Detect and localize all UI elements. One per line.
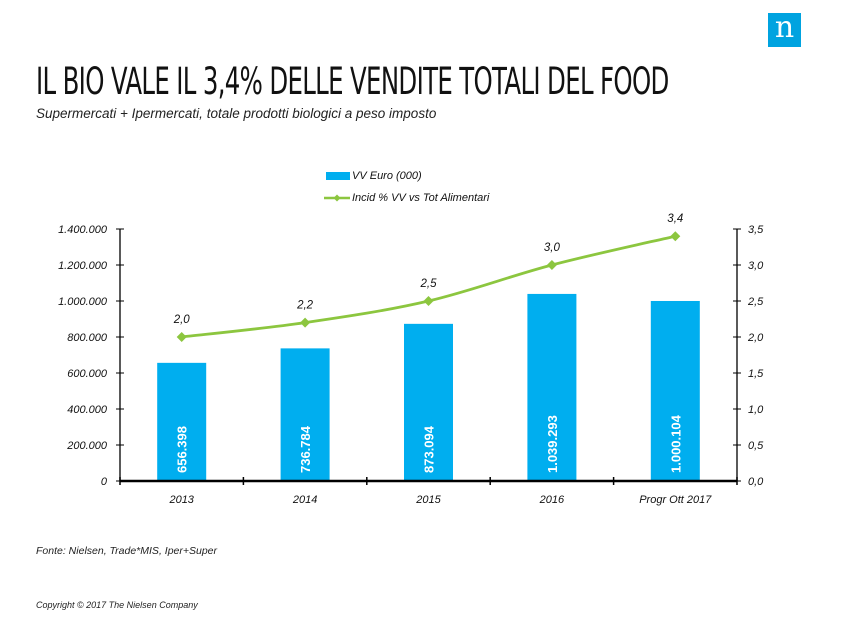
- bar: [157, 362, 207, 481]
- bar-data-label: 873.094: [422, 425, 437, 473]
- page-title: IL BIO VALE IL 3,4% DELLE VENDITE TOTALI…: [36, 60, 669, 103]
- right-axis-tick-label: 1,0: [748, 404, 764, 416]
- legend-line-swatch: [324, 194, 350, 202]
- line-data-label: 3,4: [667, 213, 683, 225]
- line-data-label: 2,2: [296, 300, 314, 312]
- legend-line-label: Incid % VV vs Tot Alimentari: [352, 192, 490, 204]
- bar-data-label: 656.398: [175, 426, 190, 473]
- bar-data-label: 1.000.104: [668, 414, 683, 473]
- line-data-label: 2,5: [420, 278, 438, 290]
- left-axis-tick-label: 1.000.000: [58, 296, 108, 308]
- left-axis-tick-label: 200.000: [66, 440, 108, 452]
- line-data-label: 3,0: [544, 242, 561, 254]
- line-marker: [670, 231, 681, 242]
- right-axis-tick-label: 2,0: [747, 332, 764, 344]
- left-axis-tick-label: 1.400.000: [58, 224, 108, 236]
- line-marker: [176, 332, 187, 342]
- x-axis-tick-label: 2016: [539, 494, 565, 506]
- x-axis-tick-label: 2013: [168, 494, 194, 506]
- bar: [280, 348, 330, 481]
- x-axis-tick-label: 2015: [415, 494, 441, 506]
- bar: [650, 300, 700, 481]
- x-axis-tick-label: 2014: [292, 494, 317, 506]
- line-marker: [300, 317, 311, 328]
- line-marker: [546, 260, 557, 270]
- right-axis-tick-label: 2,5: [747, 296, 764, 308]
- bar-data-label: 1.039.293: [545, 415, 560, 473]
- nielsen-logo: n: [768, 13, 801, 47]
- copyright-note: Copyright © 2017 The Nielsen Company: [36, 600, 198, 610]
- left-axis-tick-label: 0: [101, 476, 108, 488]
- bar-data-label: 736.784: [298, 425, 313, 473]
- legend-item-line: Incid % VV vs Tot Alimentari: [324, 192, 489, 204]
- right-axis-tick-label: 0,0: [748, 476, 764, 488]
- right-axis-tick-label: 3,0: [748, 260, 764, 272]
- left-axis-tick-label: 800.000: [67, 332, 108, 344]
- bar: [404, 323, 453, 481]
- legend-bar-swatch: [326, 172, 350, 180]
- bar: [527, 293, 577, 481]
- left-axis-tick-label: 400.000: [67, 404, 108, 416]
- legend-item-bars: VV Euro (000): [326, 170, 422, 182]
- x-axis-tick-label: Progr Ott 2017: [639, 494, 712, 506]
- right-axis-tick-label: 3,5: [748, 224, 764, 236]
- legend-bar-label: VV Euro (000): [352, 170, 422, 182]
- line-marker: [423, 296, 434, 306]
- line-data-label: 2,0: [173, 314, 191, 326]
- left-axis-tick-label: 1.200.000: [58, 260, 108, 272]
- page-subtitle: Supermercati + Ipermercati, totale prodo…: [36, 106, 437, 121]
- left-axis-tick-label: 600.000: [67, 368, 108, 380]
- source-note: Fonte: Nielsen, Trade*MIS, Iper+Super: [36, 545, 218, 557]
- right-axis-tick-label: 1,5: [748, 368, 764, 380]
- right-axis-tick-label: 0,5: [748, 440, 764, 452]
